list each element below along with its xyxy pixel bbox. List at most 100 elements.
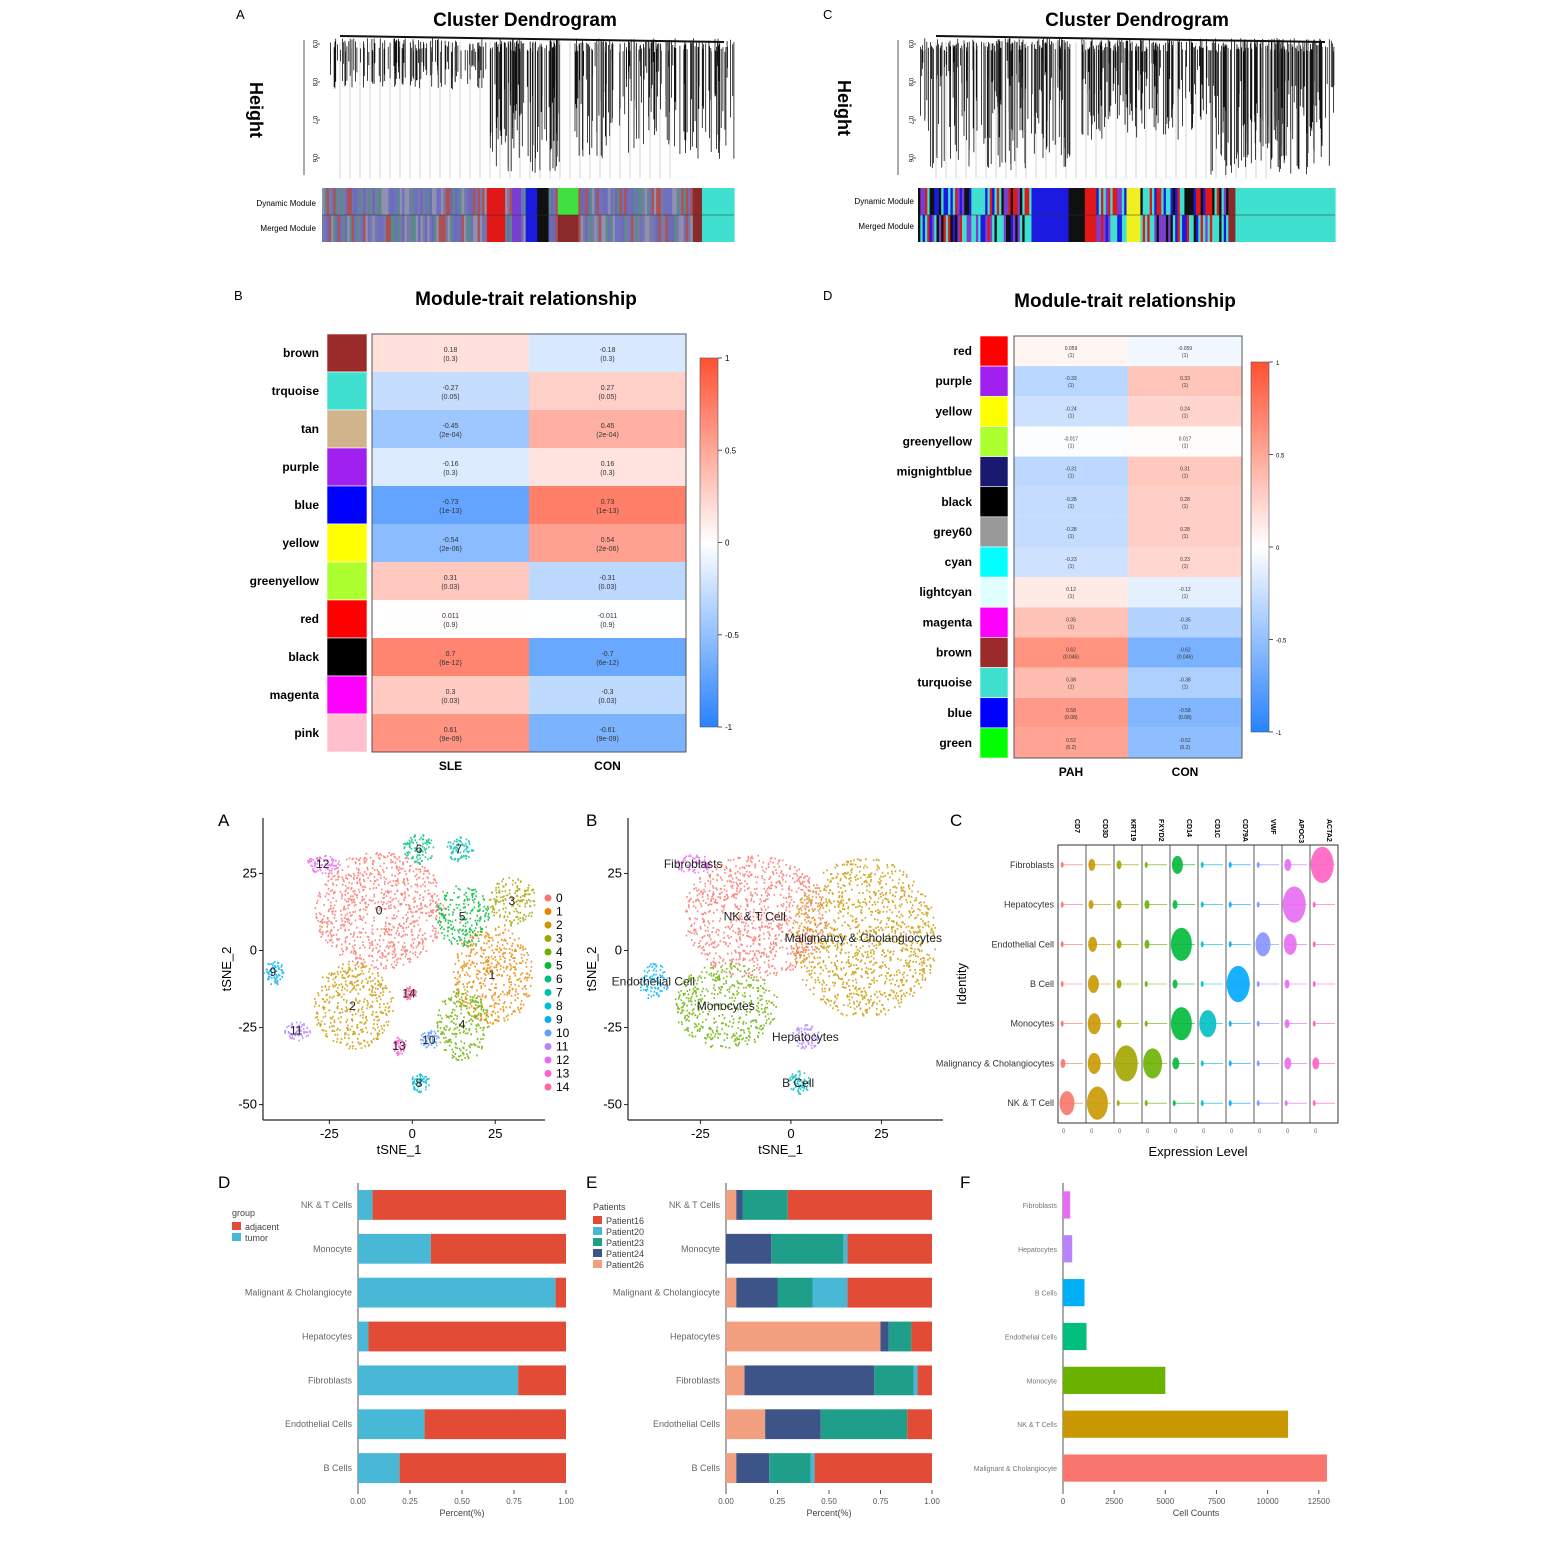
category-label: Endothelial Cells [285, 1419, 353, 1429]
cell-pvalue: (0.2) [1066, 745, 1077, 751]
module-cell [1293, 215, 1297, 242]
module-cell [518, 215, 522, 242]
module-cell [1033, 188, 1037, 215]
y-tick-label: -25 [603, 1020, 622, 1035]
module-cell [562, 188, 566, 215]
module-cell [1223, 215, 1227, 242]
bar-segment [777, 1277, 813, 1308]
module-cell [381, 215, 385, 242]
module-cell [711, 188, 714, 215]
module-cell [922, 188, 926, 215]
module-cell [925, 188, 928, 215]
violin-shape [1172, 900, 1178, 910]
module-cell [1284, 188, 1287, 215]
module-swatch [326, 713, 368, 753]
module-cell [929, 188, 933, 215]
module-cell [628, 215, 632, 242]
module-cell [624, 188, 627, 215]
cluster-points [284, 1021, 312, 1042]
bar-segment [769, 1453, 811, 1483]
module-cell [1216, 188, 1220, 215]
x-tick-label: 0 [1314, 1129, 1318, 1135]
module-cell [528, 215, 531, 242]
violin-shape [1226, 965, 1250, 1003]
violin-shape [1059, 1091, 1075, 1116]
heat-cell [529, 714, 686, 752]
module-cell [395, 188, 399, 215]
cluster-cloud [453, 926, 533, 1025]
module-cell [1068, 215, 1072, 242]
y-tick-label: 0.6 [907, 154, 913, 163]
legend-label: 11 [556, 1040, 569, 1054]
bar-segment [787, 1190, 932, 1220]
module-cell [711, 215, 714, 242]
violin-shape [1228, 1100, 1232, 1107]
module-cell [948, 215, 951, 242]
cell-pvalue: (0.08) [1064, 715, 1077, 721]
legend-tick-label: -1 [725, 723, 733, 732]
legend-label: 4 [556, 945, 563, 959]
module-cell [553, 215, 557, 242]
x-tick-label: 1.00 [558, 1497, 574, 1506]
module-cell [1084, 215, 1088, 242]
bar-segment [736, 1453, 770, 1483]
cluster-label: 3 [508, 894, 515, 908]
y-axis-label: Identity [954, 963, 969, 1005]
cell-value: 0.24 [1180, 406, 1190, 412]
heat-cell [372, 562, 529, 600]
module-cell [399, 188, 403, 215]
cell-value: 0.27 [601, 385, 615, 392]
module-cell [500, 215, 504, 242]
module-cell [1080, 188, 1084, 215]
module-cell [1172, 188, 1176, 215]
cluster-label: Hepatocytes [772, 1030, 839, 1044]
module-cell [1205, 215, 1209, 242]
module-cell [1251, 215, 1255, 242]
module-cell [335, 215, 339, 242]
x-tick-label: 0 [787, 1126, 794, 1141]
module-cell [1057, 215, 1060, 242]
panel-letter-c: C [950, 811, 962, 830]
module-cell [695, 215, 698, 242]
legend-dot [544, 962, 552, 969]
module-swatch [326, 447, 368, 487]
module-cell [477, 215, 481, 242]
module-cell [697, 215, 701, 242]
module-cell [663, 188, 666, 215]
module-label: greenyellow [903, 435, 973, 449]
x-tick-label: 0 [409, 1126, 416, 1141]
x-axis-label: Percent(%) [439, 1508, 484, 1518]
module-cell [592, 188, 595, 215]
module-cell [1230, 215, 1234, 242]
module-cell [580, 188, 584, 215]
module-cell [1022, 188, 1026, 215]
cell-pvalue: (1) [1068, 383, 1074, 389]
cell-pvalue: (0.05) [598, 394, 616, 401]
violin-shape [1228, 901, 1232, 908]
module-cell [1311, 188, 1315, 215]
module-cell [489, 215, 492, 242]
module-cell [605, 215, 609, 242]
module-cell [374, 215, 378, 242]
heat-cell [1128, 516, 1242, 547]
heat-cell [1128, 727, 1242, 758]
module-cell [640, 188, 644, 215]
legend-dot [544, 921, 552, 929]
cluster-points [685, 854, 829, 979]
module-cell [463, 188, 467, 215]
module-cell [651, 215, 655, 242]
heat-cell [1014, 456, 1128, 487]
module-cell [724, 188, 728, 215]
cell-value: 0.62 [1066, 648, 1076, 654]
module-cell [699, 215, 703, 242]
x-tick-label: 0.50 [821, 1497, 837, 1506]
bar-segment [843, 1233, 848, 1264]
module-cell [326, 215, 330, 242]
module-swatch [326, 599, 368, 639]
cell-pvalue: (0.2) [1180, 745, 1191, 751]
module-cell [1281, 215, 1285, 242]
module-cell [950, 188, 954, 215]
module-cell [1019, 188, 1023, 215]
cluster-cloud [790, 858, 937, 1017]
